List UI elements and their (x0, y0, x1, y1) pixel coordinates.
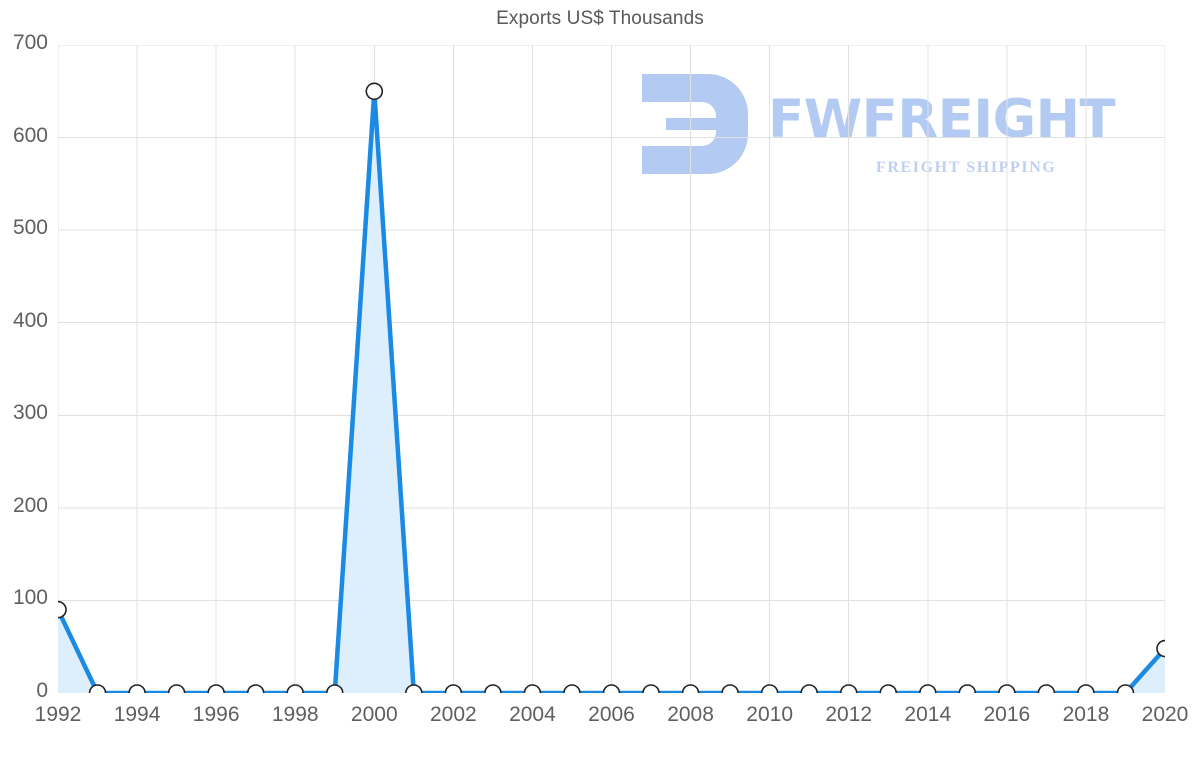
data-point-marker (207, 684, 225, 693)
plot-area (58, 45, 1165, 693)
x-axis-tick-label: 2008 (667, 703, 714, 726)
data-point-marker (998, 684, 1016, 693)
data-point-marker (1116, 684, 1135, 693)
data-point-marker (800, 684, 818, 693)
x-axis-tick-label: 2016 (983, 703, 1031, 726)
y-axis-tick-label: 300 (12, 401, 48, 425)
data-point-marker (918, 684, 937, 693)
data-point-marker (484, 684, 502, 693)
data-point-marker (1037, 684, 1056, 693)
x-axis-tick-label: 1996 (192, 703, 240, 726)
x-axis-tick-label: 2020 (1141, 703, 1189, 726)
y-axis-tick-label: 100 (12, 586, 48, 610)
data-point-marker (642, 684, 660, 693)
data-point-marker (563, 684, 581, 693)
data-point-marker (839, 684, 858, 693)
data-point-marker (760, 684, 779, 693)
x-axis-tick-label: 2010 (746, 703, 793, 726)
x-axis-tick-label: 2000 (350, 703, 398, 726)
data-point-marker (681, 684, 700, 693)
y-axis-tick-label: 400 (12, 308, 48, 332)
x-axis-tick-label: 1992 (34, 703, 82, 726)
x-axis-tick-label: 2002 (429, 703, 477, 726)
data-point-marker (405, 684, 423, 693)
data-point-marker (958, 684, 977, 693)
data-point-marker (1156, 639, 1165, 658)
x-axis-tick-label: 2014 (904, 703, 952, 726)
data-point-marker (325, 684, 344, 693)
data-point-marker (58, 600, 67, 619)
x-axis-tick-label: 1998 (271, 703, 319, 726)
data-point-marker (128, 684, 146, 693)
y-axis-tick-label: 600 (12, 123, 48, 147)
data-point-marker (1077, 684, 1095, 693)
y-axis-tick-label: 500 (12, 216, 48, 240)
y-axis-tick-label: 700 (12, 31, 48, 54)
data-point-marker (602, 684, 621, 693)
data-point-marker (167, 684, 186, 693)
grid-lines (58, 45, 1165, 693)
data-point-marker (879, 684, 898, 693)
x-axis-tick-label: 1994 (113, 703, 161, 726)
plot-svg (58, 45, 1165, 693)
data-point-marker (286, 684, 305, 693)
chart-title: Exports US$ Thousands (496, 8, 704, 29)
data-point-marker (246, 684, 265, 693)
y-axis-tick-label: 200 (12, 493, 48, 517)
data-point-marker (365, 82, 384, 101)
data-point-marker (721, 684, 739, 693)
series-markers (58, 82, 1165, 693)
x-axis-tick-label: 2012 (825, 703, 873, 726)
data-point-marker (88, 684, 107, 693)
y-axis: 0 100 200 300 400 500 600 700 (0, 0, 48, 763)
data-point-marker (523, 684, 542, 693)
data-point-marker (444, 684, 463, 693)
y-axis-tick-label: 0 (36, 679, 48, 702)
x-axis-tick-label: 2018 (1062, 703, 1110, 726)
x-axis-tick-label: 2004 (509, 703, 556, 726)
x-axis: 1992 1994 1996 1998 2000 2002 2004 2006 2008 2010… (0, 703, 1200, 753)
x-axis-tick-label: 2006 (588, 703, 635, 726)
